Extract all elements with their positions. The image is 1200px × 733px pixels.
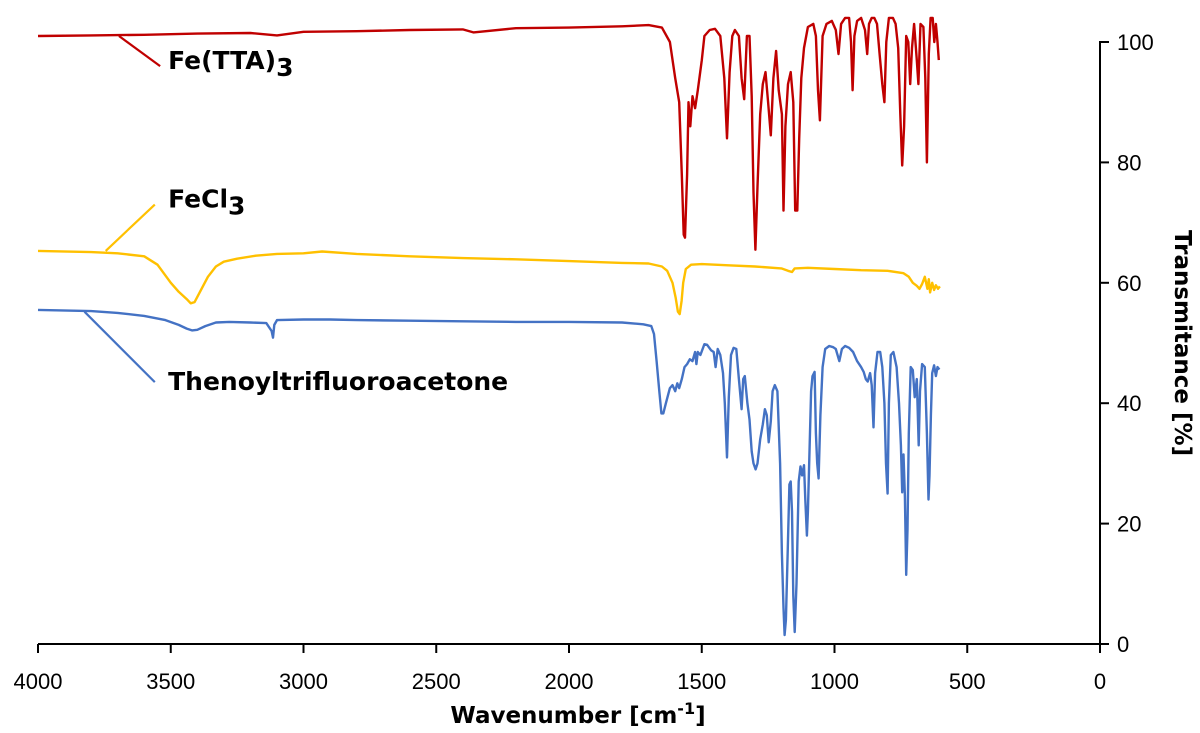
x-tick-label: 4000 (14, 669, 63, 694)
y-tick-label: 40 (1117, 391, 1141, 416)
y-axis-title: Transmitance [%] (1169, 230, 1195, 456)
x-axis-title-end: ] (695, 703, 706, 729)
y-tick-label: 0 (1117, 632, 1129, 657)
series-label: Fe(TTA)3 (168, 46, 293, 82)
series-label-text: Fe(TTA) (168, 46, 276, 75)
y-tick-label: 100 (1117, 30, 1154, 55)
series-label: FeCl3 (168, 185, 245, 221)
series-label-leader (83, 310, 156, 383)
series-label: Thenoyltrifluoroacetone (168, 367, 508, 396)
axes: 4000 3500 3000 2500 2000 1500 1000 500 00 20 40 60 8… (14, 30, 1154, 694)
series-line-0 (37, 16, 940, 251)
y-tick-label: 60 (1117, 271, 1141, 296)
x-axis-title: Wavenumber [cm-1] (450, 699, 705, 729)
x-tick-label: 1500 (677, 669, 726, 694)
x-tick-label: 3000 (279, 669, 328, 694)
series-label-subscript: 3 (276, 53, 293, 82)
series-label-text: Thenoyltrifluoroacetone (168, 367, 508, 396)
series-line-2 (37, 308, 941, 637)
x-axis-title-superscript: -1 (677, 699, 695, 718)
series-label-subscript: 3 (228, 192, 245, 221)
x-tick-label: 500 (949, 669, 986, 694)
x-tick-label: 2500 (412, 669, 461, 694)
x-tick-label: 3500 (146, 669, 195, 694)
y-tick-label: 80 (1117, 150, 1141, 175)
series-line-1 (37, 249, 941, 316)
x-tick-label: 0 (1094, 669, 1106, 694)
y-tick-label: 20 (1117, 512, 1141, 537)
series-label-leader (118, 35, 161, 67)
x-tick-label: 2000 (545, 669, 594, 694)
series-label-leader (104, 203, 156, 252)
series-lines (37, 16, 941, 637)
x-tick-label: 1000 (810, 669, 859, 694)
series-label-text: FeCl (168, 185, 228, 214)
